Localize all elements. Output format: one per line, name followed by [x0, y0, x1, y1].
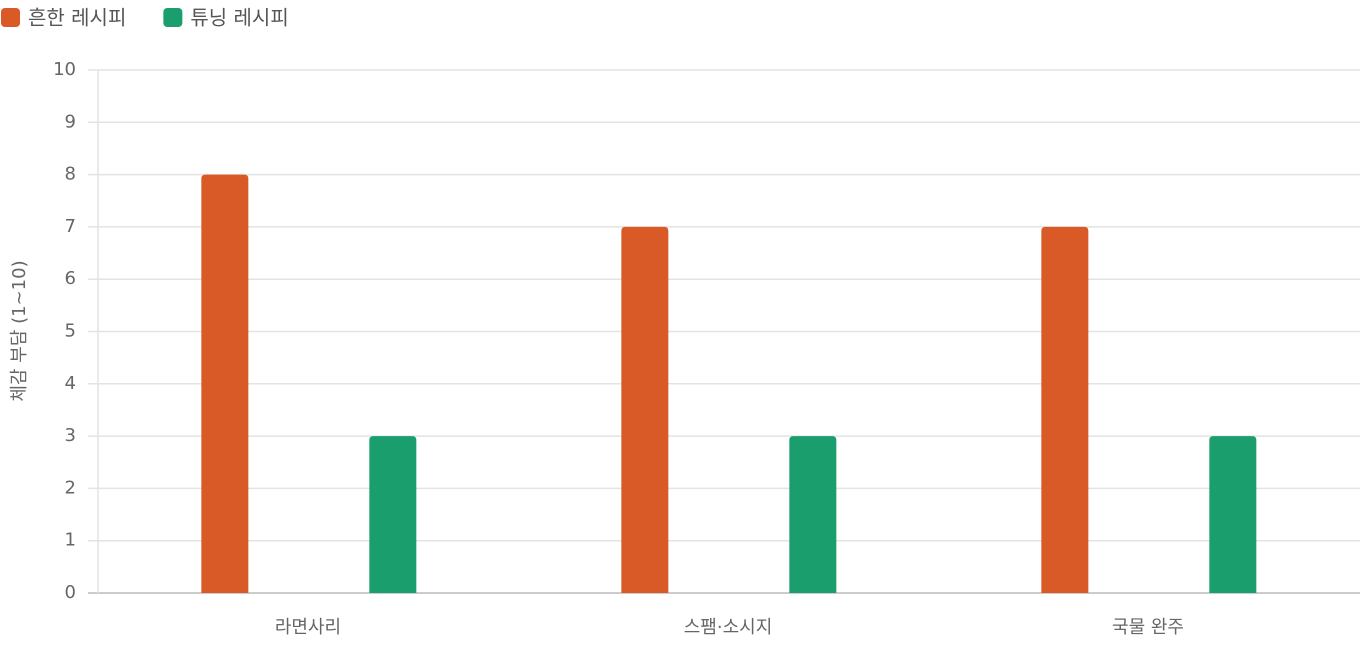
y-tick-label: 9	[65, 111, 76, 132]
bar	[369, 436, 417, 593]
y-tick-label: 3	[65, 425, 76, 446]
x-tick-label: 라면사리	[275, 617, 341, 638]
legend-swatch	[1, 8, 20, 27]
y-tick-label: 7	[65, 216, 76, 237]
y-tick-label: 1	[65, 530, 76, 551]
legend-label: 튜닝 레시피	[190, 6, 288, 30]
x-tick-label: 스팸·소시지	[684, 617, 773, 638]
bar	[789, 436, 837, 593]
y-tick-label: 4	[65, 373, 76, 394]
legend-swatch	[163, 8, 183, 27]
y-tick-label: 5	[65, 321, 76, 342]
y-tick-label: 6	[65, 268, 76, 289]
bar	[201, 174, 249, 593]
y-tick-label: 8	[65, 164, 76, 185]
y-axis-label: 체감 부담 (1~10)	[9, 260, 30, 401]
y-tick-label: 0	[65, 582, 76, 603]
bar	[621, 226, 669, 593]
bar	[1041, 226, 1089, 593]
legend-label: 흔한 레시피	[28, 6, 126, 30]
y-tick-label: 2	[65, 477, 76, 498]
x-tick-label: 국물 완주	[1112, 617, 1184, 638]
y-tick-label: 10	[53, 59, 76, 80]
bar	[1209, 436, 1257, 593]
